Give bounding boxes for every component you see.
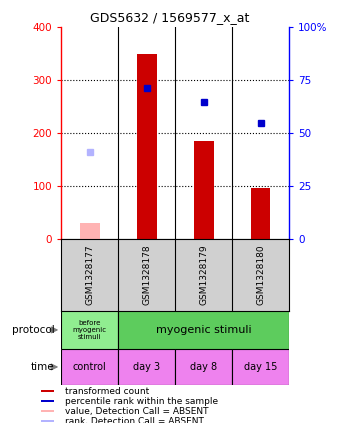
Text: before
myogenic
stimuli: before myogenic stimuli xyxy=(73,320,107,340)
Text: day 8: day 8 xyxy=(190,362,217,372)
Text: protocol: protocol xyxy=(12,325,54,335)
Text: time: time xyxy=(31,362,54,372)
Text: control: control xyxy=(73,362,106,372)
Bar xyxy=(251,188,271,239)
Bar xyxy=(41,410,54,412)
Text: GSM1328179: GSM1328179 xyxy=(199,244,208,305)
Bar xyxy=(232,349,289,385)
Text: GDS5632 / 1569577_x_at: GDS5632 / 1569577_x_at xyxy=(90,11,250,24)
Bar xyxy=(193,141,214,239)
Bar xyxy=(118,311,289,349)
Text: GSM1328180: GSM1328180 xyxy=(256,244,265,305)
Text: GSM1328177: GSM1328177 xyxy=(85,244,94,305)
Bar xyxy=(61,349,118,385)
Text: transformed count: transformed count xyxy=(65,387,149,396)
Bar xyxy=(41,420,54,422)
Text: rank, Detection Call = ABSENT: rank, Detection Call = ABSENT xyxy=(65,417,203,423)
Text: day 3: day 3 xyxy=(133,362,160,372)
Text: myogenic stimuli: myogenic stimuli xyxy=(156,325,251,335)
Bar xyxy=(80,223,100,239)
Text: percentile rank within the sample: percentile rank within the sample xyxy=(65,397,218,406)
Text: value, Detection Call = ABSENT: value, Detection Call = ABSENT xyxy=(65,407,208,416)
Bar xyxy=(175,349,232,385)
Bar xyxy=(61,311,118,349)
Bar xyxy=(118,349,175,385)
Text: day 15: day 15 xyxy=(244,362,277,372)
Text: GSM1328178: GSM1328178 xyxy=(142,244,151,305)
Bar xyxy=(137,54,157,239)
Bar xyxy=(41,400,54,402)
Bar xyxy=(41,390,54,393)
